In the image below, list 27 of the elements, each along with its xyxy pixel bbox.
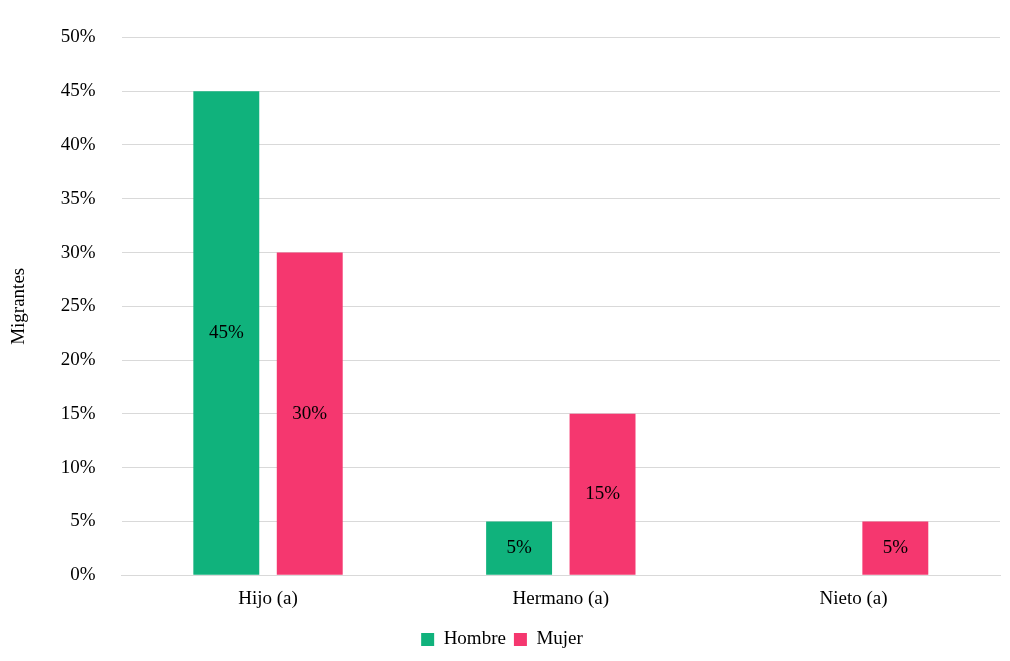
bar xyxy=(276,252,343,575)
data-label: 5% xyxy=(506,536,532,558)
bar xyxy=(193,91,260,575)
y-tick-label: 50% xyxy=(60,25,96,47)
y-tick-label: 35% xyxy=(60,186,96,208)
y-tick-label: 15% xyxy=(60,401,96,423)
bar xyxy=(486,521,553,575)
y-tick-label: 10% xyxy=(60,455,96,477)
data-label: 45% xyxy=(208,320,244,342)
y-tick-label: 30% xyxy=(60,240,96,262)
y-tick-label: 40% xyxy=(60,132,96,154)
y-axis-title: Migrantes xyxy=(7,267,29,345)
x-tick-label: Hermano (a) xyxy=(512,586,610,609)
y-tick-label: 5% xyxy=(70,509,96,531)
legend-label: Mujer xyxy=(536,627,584,649)
bar xyxy=(569,413,636,575)
y-tick-label: 0% xyxy=(70,563,96,585)
bar xyxy=(862,521,929,575)
data-label: 15% xyxy=(585,482,621,504)
x-tick-label: Nieto (a) xyxy=(819,586,888,609)
x-tick-label: Hijo (a) xyxy=(238,586,298,609)
y-tick-label: 45% xyxy=(60,79,96,101)
y-tick-label: 25% xyxy=(60,294,96,316)
legend-label: Hombre xyxy=(443,627,506,649)
data-label: 30% xyxy=(292,401,328,423)
y-tick-label: 20% xyxy=(60,348,96,370)
data-label: 5% xyxy=(882,536,909,558)
